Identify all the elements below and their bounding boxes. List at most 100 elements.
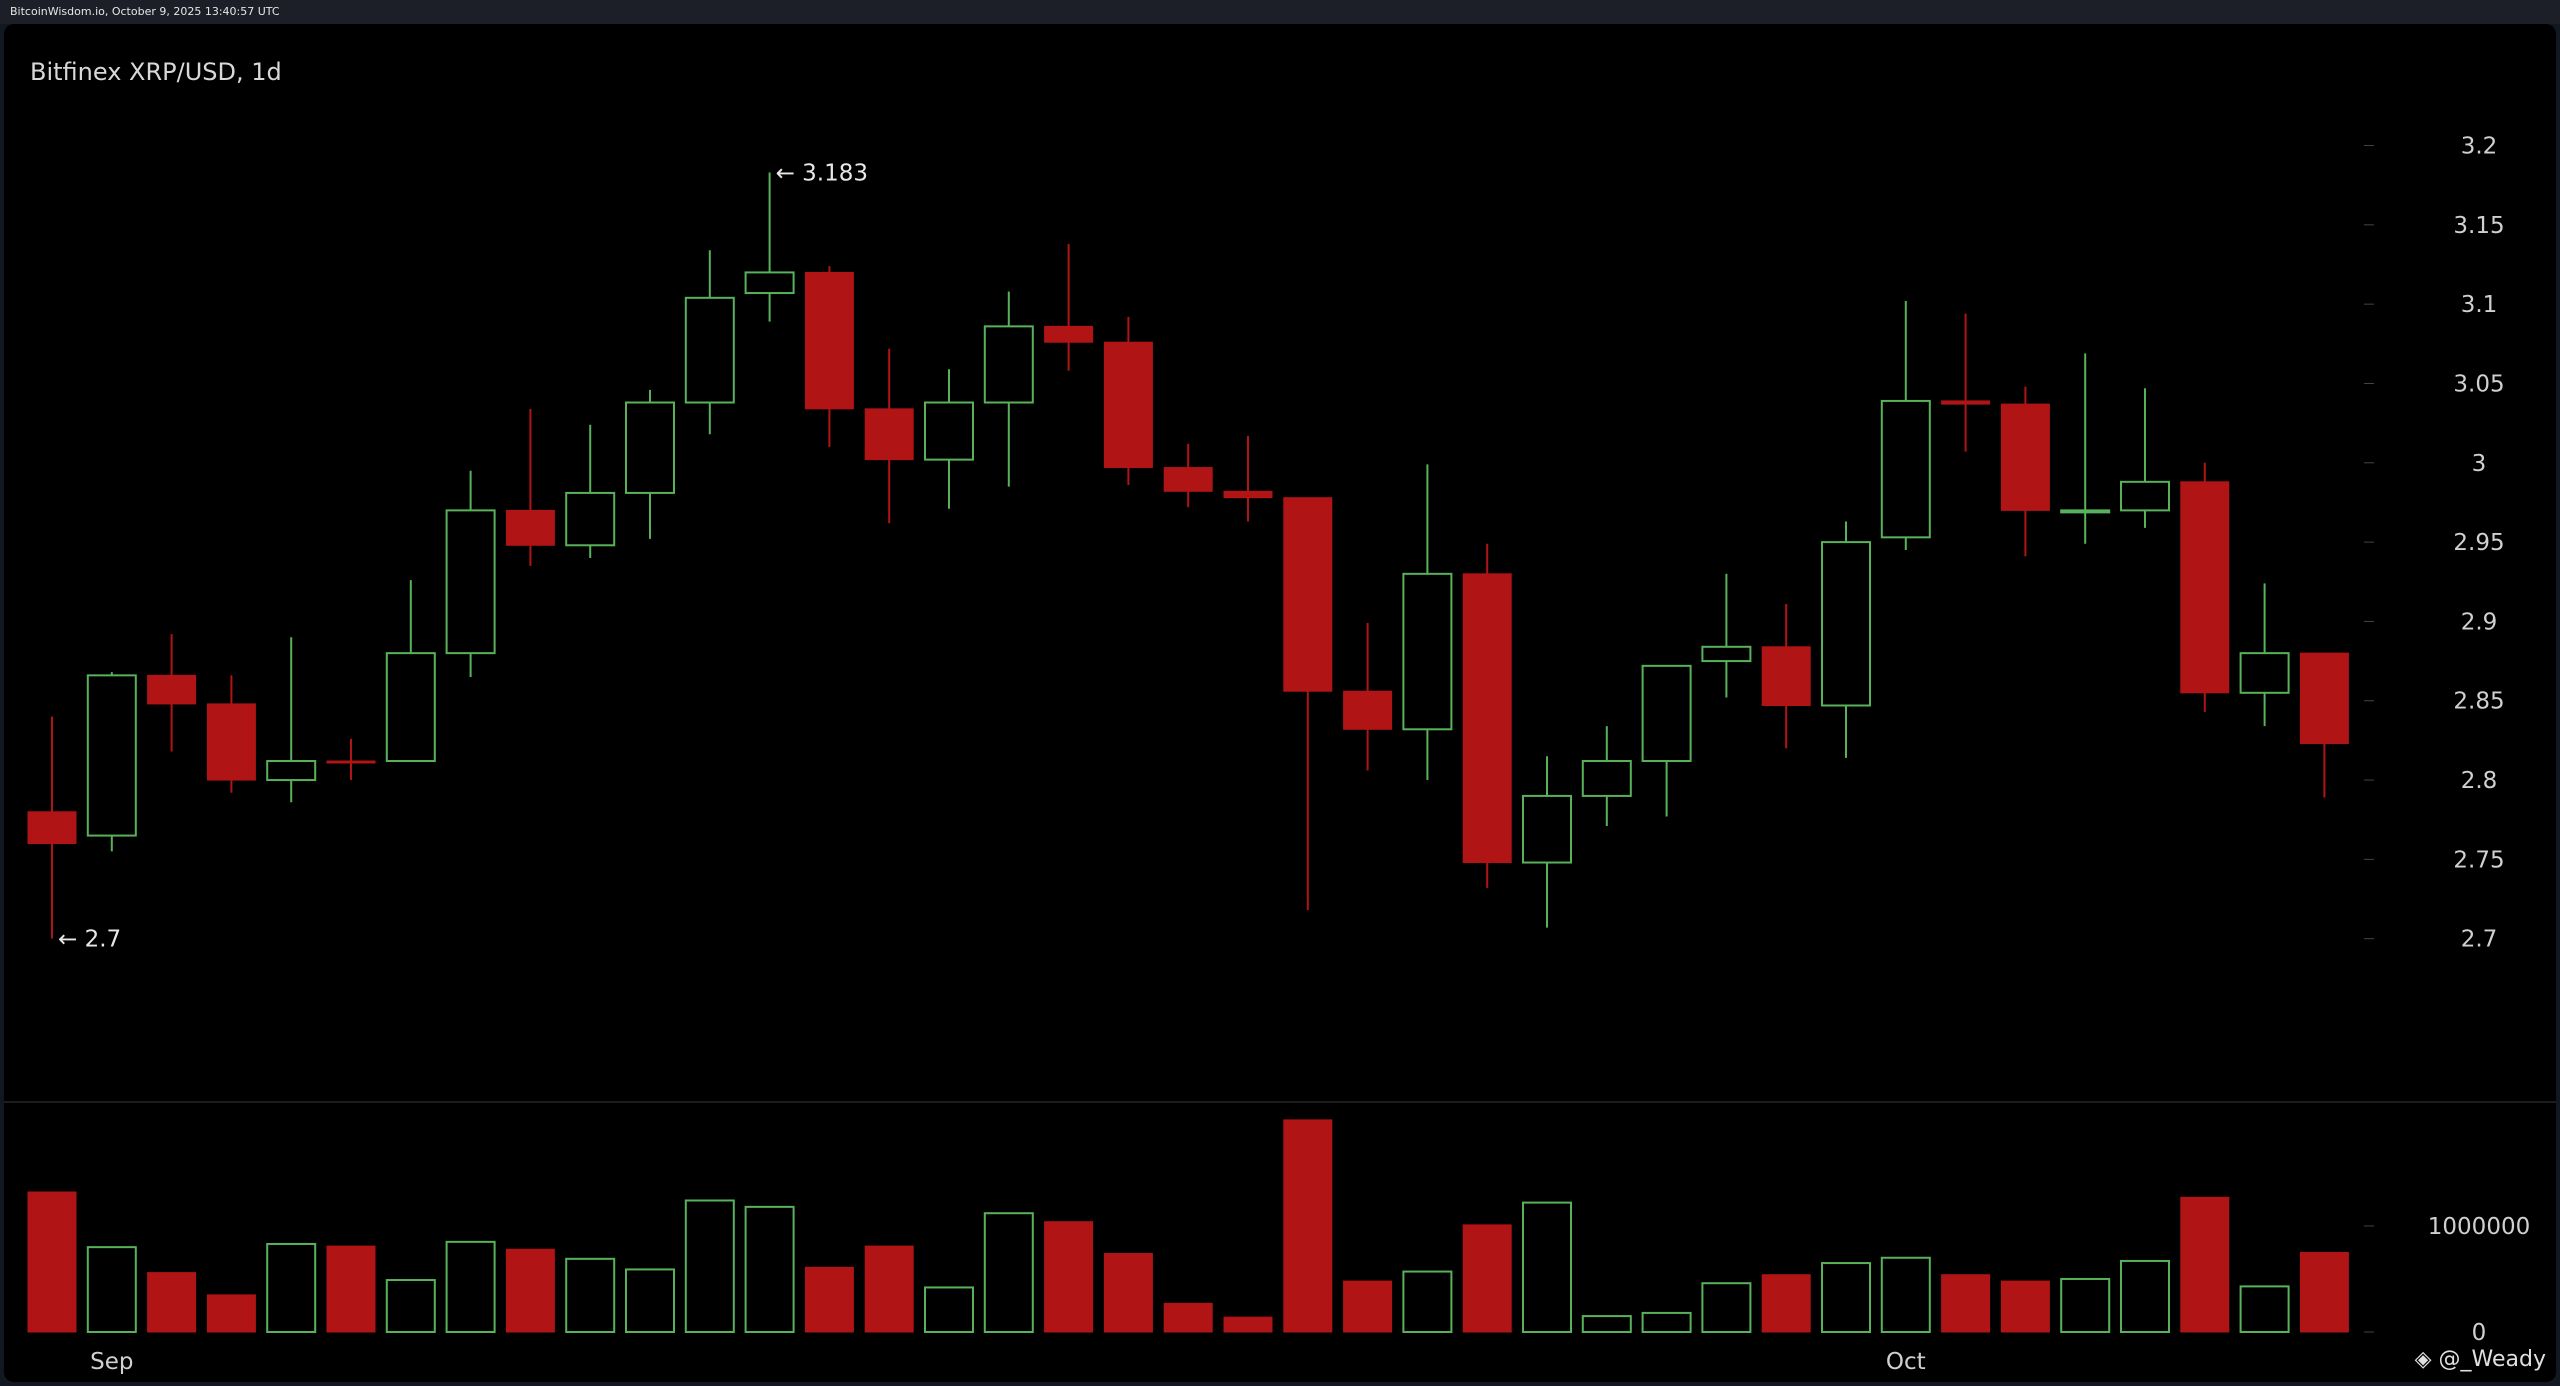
- candle-body-down: [505, 509, 555, 546]
- volume-bar-up: [983, 1212, 1034, 1334]
- volume-bar-down: [27, 1191, 77, 1333]
- price-tick-label: 3: [2472, 451, 2487, 477]
- volume-bar-down: [2299, 1251, 2349, 1333]
- volume-bar-up: [1522, 1201, 1572, 1334]
- price-tick-label: 2.85: [2453, 689, 2504, 715]
- candle-body-down: [1103, 341, 1153, 469]
- candle-body-down: [1941, 400, 1991, 405]
- candle-body-down: [804, 271, 854, 410]
- volume-bar-down: [804, 1266, 854, 1333]
- volume-bar-down: [1761, 1274, 1811, 1333]
- volume-bar-down: [147, 1272, 197, 1333]
- candle-body-down: [864, 408, 914, 461]
- volume-bar-up: [924, 1286, 974, 1334]
- candle-body-down: [326, 760, 376, 764]
- volume-bar-down: [2000, 1280, 2050, 1333]
- volume-bar-up: [1701, 1282, 1752, 1334]
- price-annotation: ← 2.7: [58, 927, 121, 953]
- candle-body-down: [2299, 652, 2349, 745]
- volume-bar-up: [266, 1242, 317, 1334]
- price-tick-label: 3.1: [2461, 292, 2498, 318]
- candle-body-down: [1283, 497, 1333, 692]
- candle-body-up: [1880, 399, 1931, 539]
- candle-body-up: [924, 401, 974, 461]
- candle-body-down: [2180, 481, 2230, 694]
- x-axis-label: Oct: [1886, 1349, 1926, 1375]
- volume-bar-up: [2239, 1285, 2290, 1333]
- volume-bar-down: [1223, 1316, 1273, 1333]
- candle-body-up: [445, 509, 496, 655]
- candle-body-up: [2239, 652, 2290, 694]
- candle-body-up: [1641, 664, 1692, 763]
- candle-body-up: [266, 760, 317, 782]
- volume-bar-down: [1343, 1280, 1393, 1333]
- volume-bar-up: [1402, 1270, 1453, 1333]
- candle-body-down: [206, 703, 256, 781]
- volume-bar-down: [1163, 1302, 1213, 1333]
- x-axis-label: Sep: [90, 1349, 133, 1375]
- candle-body-up: [1821, 541, 1871, 707]
- volume-bar-down: [1283, 1119, 1333, 1333]
- volume-bar-down: [326, 1245, 376, 1333]
- volume-bar-up: [1880, 1256, 1931, 1333]
- candle-body-up: [385, 652, 436, 763]
- price-tick-label: 2.8: [2461, 768, 2498, 794]
- price-tick-label: 2.75: [2453, 847, 2504, 873]
- volume-bar-down: [505, 1248, 555, 1333]
- candle-body-down: [147, 674, 197, 705]
- price-tick-label: 2.95: [2453, 530, 2504, 556]
- volume-bar-down: [1044, 1221, 1094, 1333]
- binance-logo-icon: ◈: [2414, 1347, 2432, 1372]
- candle-body-up: [2120, 480, 2170, 512]
- chart-title: Bitfinex XRP/USD, 1d: [30, 58, 282, 86]
- price-tick-label: 2.9: [2461, 609, 2498, 635]
- volume-bar-down: [1462, 1224, 1512, 1333]
- price-tick-label: 3.2: [2461, 134, 2498, 160]
- volume-tick-label: 1000000: [2428, 1214, 2530, 1240]
- candle-body-up: [983, 325, 1034, 404]
- volume-bar-down: [1941, 1274, 1991, 1333]
- chart-frame: 2.7 2.75 2.8 2.85 2.9 2.95 3 3.05 3.1 3.15 3.2 0 100…: [4, 24, 2556, 1382]
- volume-bar-up: [385, 1279, 436, 1333]
- volume-bar-up: [1641, 1311, 1692, 1333]
- candle-body-up: [565, 491, 616, 547]
- source-bar: BitcoinWisdom.io, October 9, 2025 13:40:…: [0, 0, 2560, 24]
- candle-body-up: [1522, 794, 1572, 864]
- volume-bar-up: [565, 1257, 616, 1334]
- watermark: ◈ @_Weady: [2415, 1347, 2546, 1372]
- volume-bar-up: [2120, 1259, 2170, 1334]
- price-tick-label: 3.15: [2453, 213, 2504, 239]
- candle-body-up: [1402, 572, 1453, 731]
- candle-body-up: [86, 674, 137, 837]
- candle-body-up: [744, 271, 795, 295]
- candle-body-down: [1343, 690, 1393, 730]
- candle-body-down: [27, 811, 77, 845]
- volume-bar-up: [1581, 1315, 1632, 1334]
- volume-bar-up: [445, 1240, 496, 1334]
- price-tick-label: 2.7: [2461, 927, 2498, 953]
- volume-bar-up: [744, 1205, 795, 1334]
- volume-bar-up: [625, 1268, 675, 1333]
- watermark-text: @_Weady: [2438, 1347, 2546, 1372]
- candle-body-down: [1761, 646, 1811, 706]
- candlestick-chart[interactable]: 2.7 2.75 2.8 2.85 2.9 2.95 3 3.05 3.1 3.15 3.2 0 100…: [4, 24, 2556, 1382]
- candle-body-up: [684, 296, 735, 404]
- candle-body-down: [2000, 403, 2050, 511]
- candle-body-up: [2060, 509, 2111, 514]
- candle-body-down: [1223, 490, 1273, 499]
- volume-bar-down: [1103, 1253, 1153, 1333]
- volume-bar-up: [2060, 1277, 2111, 1334]
- volume-bar-up: [86, 1246, 137, 1333]
- candle-body-down: [1462, 573, 1512, 864]
- price-tick-label: 3.05: [2453, 371, 2504, 397]
- volume-bar-up: [1821, 1262, 1871, 1333]
- volume-bar-down: [864, 1245, 914, 1333]
- candle-body-up: [1701, 645, 1752, 663]
- volume-tick-label: 0: [2472, 1320, 2487, 1346]
- volume-bar-up: [684, 1199, 735, 1334]
- volume-bar-down: [2180, 1196, 2230, 1333]
- volume-bar-down: [206, 1294, 256, 1333]
- candle-body-down: [1044, 325, 1094, 343]
- candle-body-down: [1163, 467, 1213, 492]
- candle-body-up: [1581, 760, 1632, 797]
